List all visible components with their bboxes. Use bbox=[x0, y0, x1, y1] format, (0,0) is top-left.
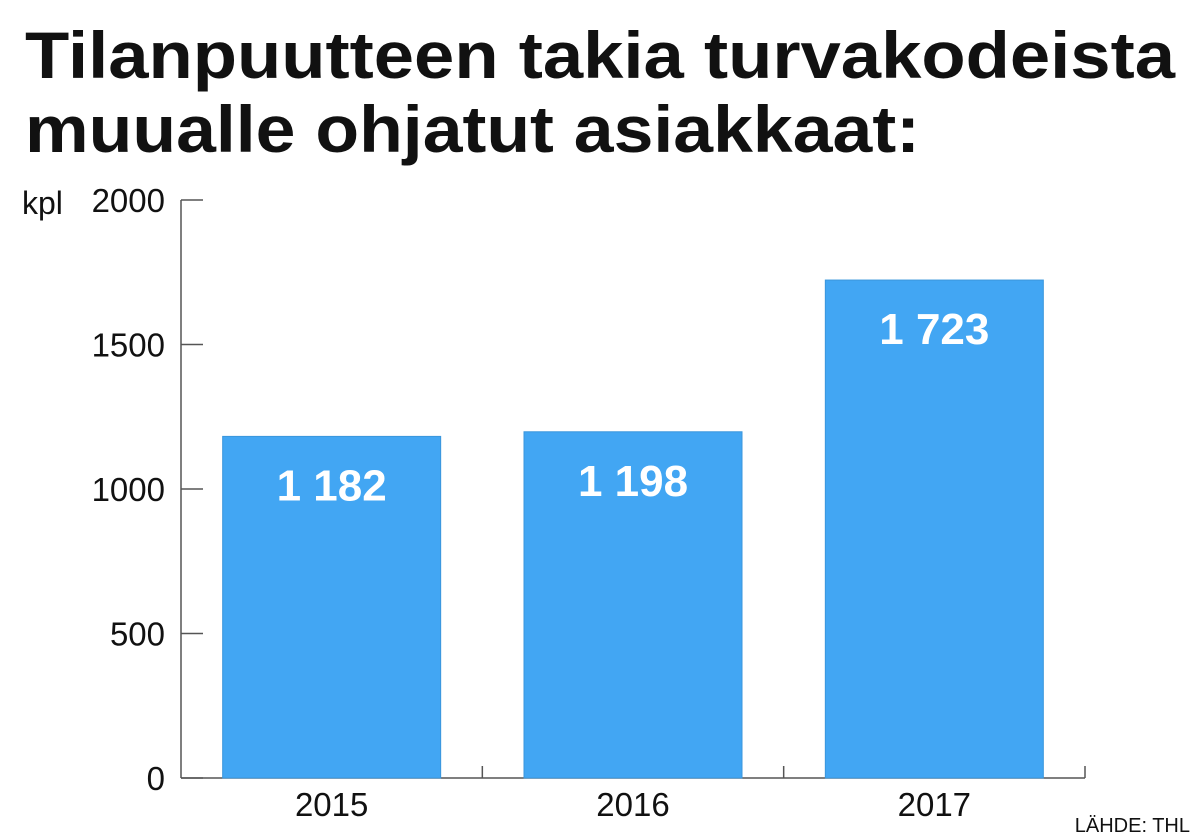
bar bbox=[222, 435, 442, 779]
bar bbox=[523, 431, 743, 779]
y-tick-label: 1000 bbox=[92, 471, 165, 508]
x-tick-label: 2017 bbox=[898, 786, 971, 823]
y-axis-label: kpl bbox=[22, 185, 63, 221]
chart-title: Tilanpuutteen takia turvakodeista bbox=[25, 18, 1176, 92]
value-label: 1 198 bbox=[578, 457, 688, 506]
value-label: 1 723 bbox=[879, 305, 989, 354]
y-tick-label: 2000 bbox=[92, 182, 165, 219]
y-tick-label: 1500 bbox=[92, 327, 165, 364]
bar bbox=[824, 279, 1044, 779]
x-tick-label: 2015 bbox=[295, 786, 368, 823]
y-tick-label: 500 bbox=[110, 616, 165, 653]
y-tick-label: 0 bbox=[147, 760, 165, 797]
source: LÄHDE: THL bbox=[1075, 815, 1190, 837]
x-tick-label: 2016 bbox=[596, 786, 669, 823]
value-label: 1 182 bbox=[277, 461, 387, 510]
chart-title: muualle ohjatut asiakkaat: bbox=[25, 92, 920, 166]
